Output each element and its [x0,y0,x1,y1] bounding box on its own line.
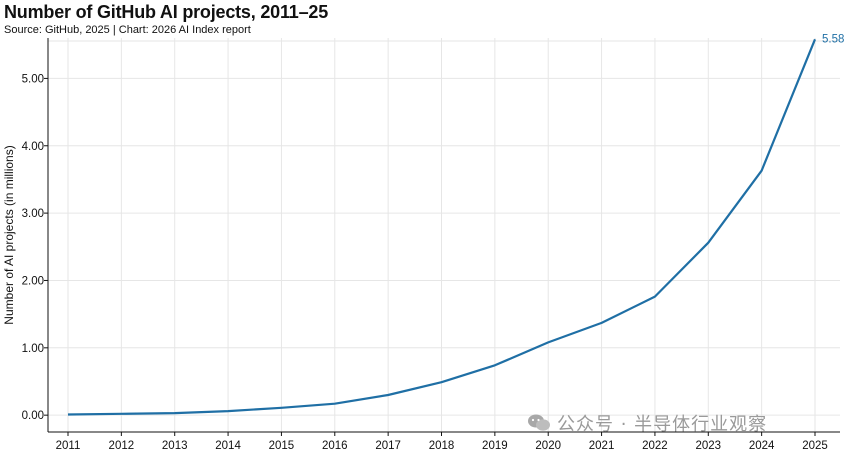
x-tick-label: 2015 [269,440,295,452]
y-tick-label: 5.00 [22,73,44,85]
x-tick-label: 2013 [162,440,188,452]
axes [44,38,840,436]
chart-title: Number of GitHub AI projects, 2011–25 [4,2,329,22]
x-tick-label: 2012 [109,440,135,452]
x-tick-label: 2014 [215,440,241,452]
x-tick-label: 2021 [589,440,615,452]
x-tick-label: 2019 [482,440,508,452]
chart-source: Source: GitHub, 2025 | Chart: 2026 AI In… [4,24,251,36]
chat-bubbles-icon [528,414,550,431]
x-tick-label: 2017 [375,440,401,452]
x-tick-label: 2025 [802,440,828,452]
series-line-github-ai-projects [67,38,817,416]
x-tick-label: 2020 [535,440,561,452]
y-tick-label: 3.00 [22,208,44,220]
x-tick-label: 2016 [322,440,348,452]
grid-lines [48,38,840,432]
x-tick-label: 2023 [695,440,721,452]
watermark-text: 公众号 · 半导体行业观察 [557,414,768,435]
end-value-label: 5.58 [822,33,844,45]
y-tick-label: 1.00 [22,343,44,355]
x-tick-label: 2011 [56,440,81,452]
y-tick-label: 0.00 [22,410,44,422]
y-tick-labels: 0.00 1.00 2.00 3.00 4.00 5.00 [22,73,44,422]
x-tick-label: 2024 [749,440,775,452]
y-axis-label: Number of AI projects (in millions) [2,145,16,324]
watermark: 公众号 · 半导体行业观察 [527,410,767,436]
x-tick-label: 2018 [429,440,455,452]
x-tick-labels: 2011 2012 2013 2014 2015 2016 2017 2018 2019 2020… [56,440,828,452]
x-tick-label: 2022 [642,440,668,452]
y-tick-label: 4.00 [22,141,44,153]
y-tick-label: 2.00 [22,275,44,287]
